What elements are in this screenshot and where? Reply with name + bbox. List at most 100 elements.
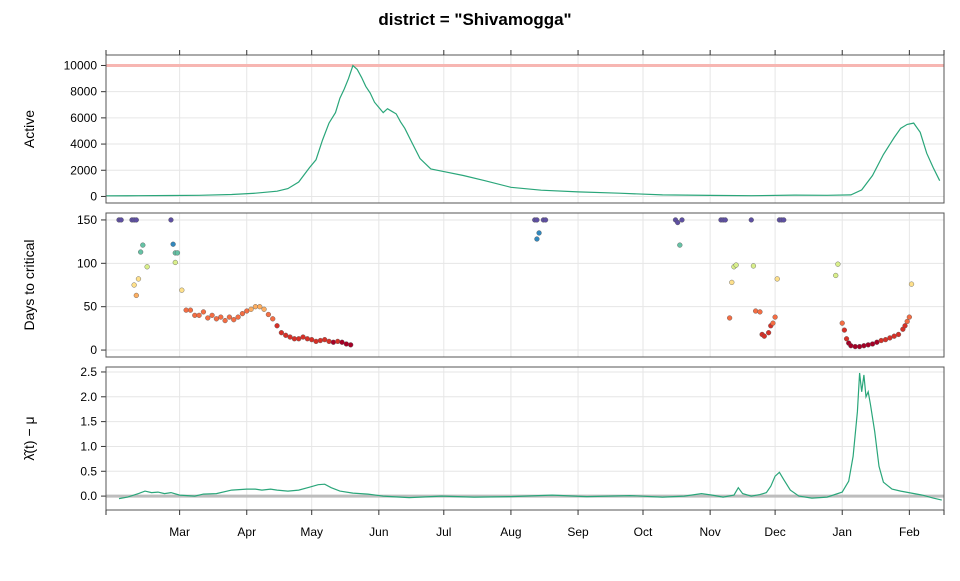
data-point [908, 281, 915, 287]
y-tick-label: 0.0 [80, 489, 97, 503]
panel-frame [105, 212, 945, 358]
data-point [222, 317, 228, 324]
data-point [248, 306, 254, 312]
data-point [729, 279, 735, 285]
panel-frame [105, 366, 945, 511]
series-line-active [105, 64, 941, 197]
data-point [265, 311, 272, 318]
data-point [727, 315, 733, 321]
data-point [270, 316, 276, 322]
data-point [675, 219, 681, 226]
data-point [200, 309, 207, 315]
y-tick-label: 10000 [64, 58, 98, 72]
data-point [843, 336, 850, 342]
data-point [902, 323, 908, 329]
y-tick-label: 0 [90, 189, 97, 203]
data-point [722, 217, 728, 223]
data-point [326, 338, 332, 344]
data-point [335, 338, 341, 344]
x-tick-label: Nov [699, 525, 720, 539]
data-point [874, 339, 880, 345]
data-point [841, 327, 847, 333]
data-point [753, 308, 759, 314]
data-point [904, 318, 910, 325]
y-axis-label: Days to critical [21, 239, 37, 330]
y-tick-label: 50 [84, 300, 98, 314]
data-point [891, 333, 897, 339]
data-point [835, 261, 841, 267]
data-point [118, 217, 124, 223]
data-point [536, 230, 542, 236]
data-point [322, 337, 328, 343]
data-point [172, 259, 178, 266]
data-point [677, 242, 683, 248]
data-point [278, 330, 284, 336]
data-point [133, 292, 139, 299]
y-axis-label: Active [21, 110, 37, 148]
data-point [226, 314, 233, 320]
data-point [887, 335, 893, 341]
data-point [774, 276, 780, 282]
x-tick-label: Jul [436, 525, 451, 539]
data-point [748, 217, 754, 223]
data-point [179, 287, 185, 293]
x-tick-label: Jan [833, 525, 852, 539]
data-point [213, 316, 220, 322]
data-point [252, 304, 259, 310]
panel-days: 0 50 100 150 Days to critical [21, 212, 945, 358]
data-point [339, 339, 345, 345]
data-point [534, 217, 540, 223]
x-tick-label: May [300, 525, 323, 539]
chart-title: district = "Shivamogga" [378, 10, 571, 29]
y-tick-label: 2.5 [80, 365, 97, 379]
data-point [231, 317, 237, 323]
data-point [839, 320, 845, 326]
data-point [766, 330, 772, 336]
data-point [183, 307, 189, 313]
data-point [274, 323, 280, 329]
x-tick-label: Oct [634, 525, 653, 539]
data-point [733, 262, 739, 268]
data-point [833, 272, 839, 279]
data-point [140, 242, 146, 248]
y-axis-label: λ̂(t) − μ [21, 416, 37, 460]
data-point [239, 311, 246, 317]
data-point [131, 282, 137, 288]
y-tick-label: 2000 [70, 163, 97, 177]
data-point [174, 250, 181, 256]
data-point [852, 343, 858, 350]
data-point [304, 336, 310, 342]
data-point [848, 343, 854, 349]
panel-frame [105, 54, 945, 204]
data-point [309, 337, 315, 343]
y-tick-label: 1.0 [80, 439, 97, 453]
y-tick-label: 1.5 [80, 415, 97, 429]
data-point [261, 306, 267, 312]
data-point [287, 334, 293, 340]
y-tick-label: 4000 [70, 137, 97, 151]
y-tick-label: 8000 [70, 85, 97, 99]
data-point [300, 334, 306, 340]
data-point [187, 307, 194, 313]
data-point [750, 263, 757, 269]
data-point [218, 314, 224, 320]
y-tick-label: 0.5 [80, 464, 97, 478]
data-point [781, 217, 787, 223]
data-point [348, 342, 354, 348]
x-tick-label: Apr [237, 525, 256, 539]
y-tick-label: 2.0 [80, 390, 97, 404]
data-point [882, 337, 889, 343]
data-point [192, 312, 198, 318]
y-tick-label: 6000 [70, 111, 97, 125]
data-point [138, 249, 144, 255]
data-point [209, 312, 215, 318]
data-point [772, 314, 778, 320]
data-point [878, 337, 884, 344]
x-tick-label: Sep [567, 525, 589, 539]
series-line-lambda [118, 372, 942, 501]
data-point [135, 276, 142, 282]
y-tick-label: 150 [77, 213, 97, 227]
data-point [283, 332, 289, 338]
data-point [895, 331, 902, 338]
